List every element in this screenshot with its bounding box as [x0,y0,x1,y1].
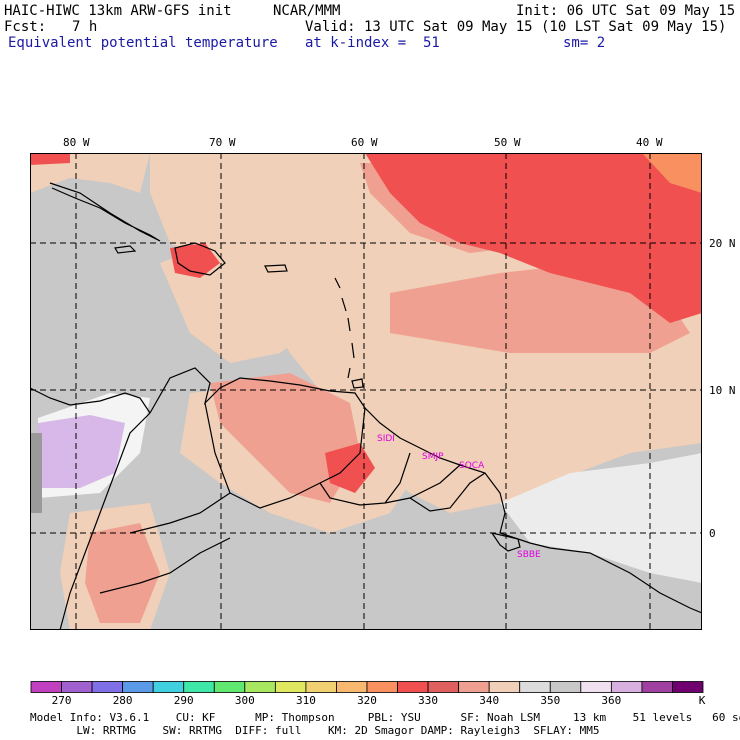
lon-label-60w: 60 W [351,136,378,149]
colorbar-tick-label: 360 [601,694,622,707]
field-name: Equivalent potential temperature [8,35,278,51]
colorbar-tick-label: 330 [418,694,439,707]
colorbar-swatch [672,681,704,693]
colorbar-swatch [488,681,521,693]
lon-label-40w: 40 W [636,136,663,149]
lat-label-0: 0 [709,527,716,540]
footer-model-info: Model Info: V3.6.1 CU: KF MP: Thompson P… [30,711,740,724]
org-label: NCAR/MMM [273,3,341,19]
colorbar-tick-label: 340 [479,694,500,707]
colorbar-swatch [641,681,673,693]
colorbar-tick-label: 300 [234,694,255,707]
station-soca: SOCA [459,461,485,471]
colorbar-tick-label: 280 [112,694,133,707]
colorbar-swatch [580,681,612,693]
colorbar-swatch [183,681,215,693]
colorbar-tick-label: 290 [173,694,194,707]
forecast-value: 7 h [72,19,98,35]
colorbar-swatch [519,681,551,693]
smoothing-label: sm= 2 [563,35,606,51]
station-sidi: SIDI [377,434,395,444]
footer-physics-info: LW: RRTMG SW: RRTMG DIFF: full KM: 2D Sm… [30,724,600,737]
colorbar-unit: K [698,694,706,707]
map-panel: SIDI SMJP SOCA SBBE [30,153,702,630]
colorbar-swatch [91,681,124,693]
lon-label-70w: 70 W [209,136,236,149]
colorbar-tick-label: 270 [51,694,72,707]
lon-label-80w: 80 W [63,136,90,149]
model-title: HAIC-HIWC 13km ARW-GFS init [4,3,232,19]
lon-label-50w: 50 W [494,136,521,149]
valid-time: Valid: 13 UTC Sat 09 May 15 (10 LST Sat … [305,19,727,35]
colorbar-swatch [458,681,490,693]
colorbar-swatch [549,681,582,693]
colorbar-swatch [244,681,276,693]
colorbar-swatch [610,681,643,693]
lat-label-20n: 20 N [709,237,736,250]
colorbar-swatch [61,681,93,693]
init-time: Init: 06 UTC Sat 09 May 15 [516,3,736,19]
station-smjp: SMJP [422,452,444,462]
colorbar-swatch [152,681,185,693]
station-sbbe: SBBE [517,550,541,560]
colorbar-swatch [366,681,398,693]
colorbar-swatch [336,681,368,693]
colorbar-swatch [305,681,337,693]
colorbar-swatch [213,681,246,693]
forecast-label: Fcst: [4,19,47,35]
colorbar-swatch [274,681,307,693]
colorbar-swatch [30,681,62,693]
colorbar-tick-label: 350 [540,694,561,707]
colorbar [30,681,704,693]
map-field: SIDI SMJP SOCA SBBE [30,153,702,630]
colorbar-tick-label: 320 [357,694,377,707]
lat-label-10n: 10 N [709,384,736,397]
colorbar-tick-label: 310 [295,694,316,707]
colorbar-swatch [427,681,460,693]
level-label: at k-index = 51 [305,35,440,51]
colorbar-swatch [397,681,429,693]
colorbar-swatch [122,681,154,693]
